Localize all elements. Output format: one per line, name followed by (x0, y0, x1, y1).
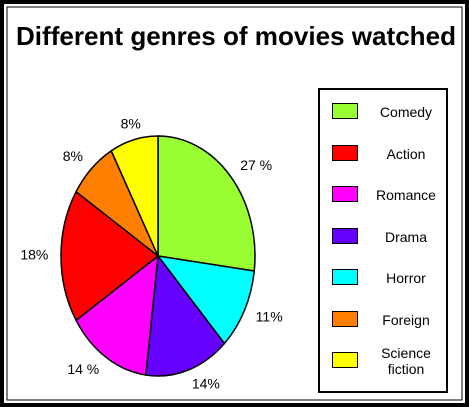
data-label: 27 % (240, 157, 272, 173)
legend-label: Comedy (379, 104, 433, 120)
legend-entry: Romance (332, 177, 444, 213)
legend-swatch (332, 352, 358, 368)
data-label: 14% (192, 376, 220, 392)
legend-label: Horror (386, 270, 426, 286)
legend-swatch (332, 186, 358, 202)
legend-swatch (332, 103, 358, 119)
legend-swatch (332, 269, 358, 285)
legend-label: Foreign (382, 311, 430, 328)
inner-border (6, 6, 463, 401)
data-label: 8% (121, 115, 141, 131)
pie-slice (60, 190, 160, 322)
legend-label: Science fiction (381, 345, 431, 377)
legend-entry: Horror (332, 260, 444, 296)
legend-entry: Action (332, 136, 444, 172)
legend-label: Drama (384, 228, 427, 245)
legend-swatch (332, 227, 358, 244)
legend-label: Romance (376, 187, 436, 203)
data-label: 8% (63, 148, 83, 164)
legend-entry: Foreign (332, 302, 444, 338)
pie-slice (156, 254, 256, 345)
data-label: 14 % (67, 361, 99, 377)
pie-slice (75, 254, 159, 376)
pie-slice (110, 135, 159, 257)
legend-entry: Comedy (332, 94, 444, 130)
legend-swatch (332, 144, 358, 161)
legend-swatch (332, 310, 358, 327)
legend-entry: Science fiction (332, 343, 444, 379)
legend: Comedy Action Romance Drama Horror Foreign Sci… (318, 88, 448, 393)
legend-entry: Drama (332, 219, 444, 255)
pie-slice (145, 254, 226, 377)
pie-slice (157, 135, 256, 272)
data-label: 11% (256, 308, 283, 324)
legend-label: Action (386, 145, 426, 162)
data-label: 18% (20, 247, 48, 263)
chart-title: Different genres of movies watched (16, 21, 456, 51)
